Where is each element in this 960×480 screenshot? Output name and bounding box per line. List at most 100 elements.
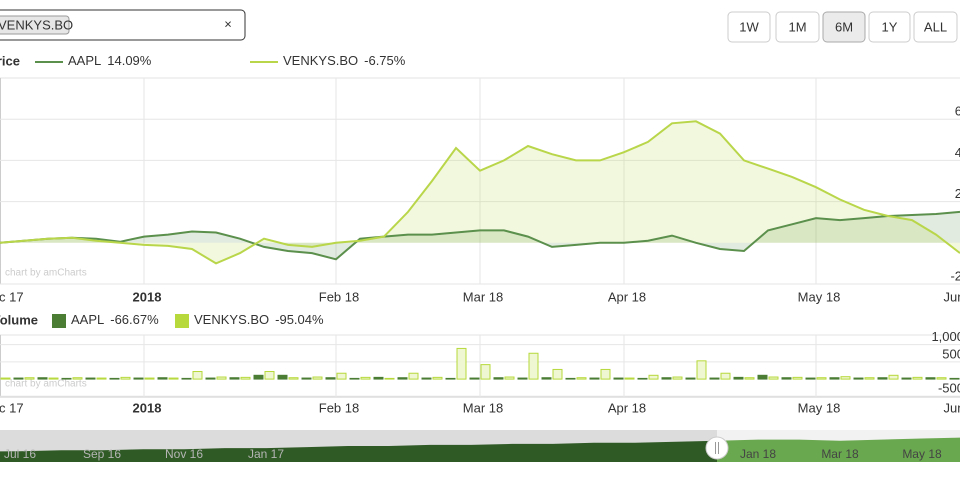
x-tick-label: 2018 bbox=[133, 289, 162, 304]
navigator-area-selected bbox=[717, 437, 960, 462]
legend-value: 14.09% bbox=[107, 53, 152, 68]
volume-bar bbox=[349, 377, 360, 380]
volume-bar bbox=[589, 377, 600, 380]
volume-bar bbox=[277, 374, 288, 380]
x-tick-label: May 18 bbox=[798, 400, 841, 415]
volume-bar bbox=[936, 377, 947, 380]
legend-name[interactable]: AAPL bbox=[68, 53, 101, 68]
volume-bar bbox=[637, 377, 648, 380]
chart-layer: VENKYS.BO × chart by amCharts chart by a… bbox=[0, 9, 960, 462]
volume-bar bbox=[744, 377, 755, 380]
volume-bar bbox=[120, 376, 131, 380]
period-button-label[interactable]: 1Y bbox=[882, 19, 898, 34]
credit: chart by amCharts bbox=[5, 268, 87, 279]
volume-bar bbox=[432, 376, 443, 380]
x-tick-label: May 18 bbox=[798, 289, 841, 304]
period-button-label[interactable]: ALL bbox=[924, 19, 947, 34]
volume-bar bbox=[445, 377, 456, 380]
legend-name[interactable]: AAPL bbox=[71, 312, 104, 327]
volume-bar bbox=[733, 376, 744, 380]
volume-bar bbox=[168, 377, 179, 380]
volume-bar bbox=[901, 377, 912, 380]
volume-bar bbox=[24, 377, 35, 380]
volume-bar bbox=[661, 377, 672, 380]
volume-bar bbox=[133, 377, 144, 380]
volume-bar bbox=[829, 377, 840, 380]
legend-value: -66.67% bbox=[110, 312, 159, 327]
period-button-label[interactable]: 1M bbox=[788, 19, 806, 34]
x-tick-label: Apr 18 bbox=[608, 289, 646, 304]
period-button-label[interactable]: 6M bbox=[835, 19, 853, 34]
navigator-label: Jul 16 bbox=[4, 447, 36, 461]
legend-title: Price bbox=[0, 53, 20, 68]
volume-bar bbox=[624, 377, 635, 380]
volume-bar bbox=[720, 372, 731, 380]
volume-bar bbox=[528, 352, 539, 380]
volume-bar bbox=[61, 377, 72, 380]
volume-bar bbox=[565, 377, 576, 380]
volume-bar bbox=[421, 377, 432, 380]
navigator-handle[interactable] bbox=[705, 436, 729, 460]
x-tick-label: Jun 18 bbox=[943, 400, 960, 415]
navigator-area bbox=[0, 440, 717, 462]
x-tick-label: 2018 bbox=[133, 400, 162, 415]
navigator-label: May 18 bbox=[902, 447, 942, 461]
navigator-label: Sep 16 bbox=[83, 447, 121, 461]
search-tag[interactable] bbox=[0, 15, 70, 35]
volume-bar bbox=[613, 377, 624, 380]
volume-bar bbox=[792, 376, 803, 380]
legend-name[interactable]: VENKYS.BO bbox=[194, 312, 269, 327]
period-button[interactable] bbox=[775, 11, 820, 43]
volume-bar bbox=[408, 372, 419, 380]
volume-bar bbox=[253, 374, 264, 380]
volume-bar bbox=[816, 377, 827, 380]
legend-title: Volume bbox=[0, 312, 38, 327]
legend-label: VENKYS.BO -6.75% bbox=[283, 53, 406, 68]
series-line bbox=[0, 120, 960, 265]
volume-bar bbox=[805, 377, 816, 380]
x-tick-label: Mar 18 bbox=[463, 400, 503, 415]
volume-bar bbox=[517, 377, 528, 380]
legend-label: AAPL 14.09% bbox=[68, 53, 152, 68]
y-tick-label: -500 bbox=[938, 381, 960, 396]
search-clear[interactable]: × bbox=[224, 16, 232, 31]
x-tick-label: Dec 17 bbox=[0, 289, 24, 304]
period-button[interactable] bbox=[913, 11, 958, 43]
volume-bar bbox=[301, 377, 312, 380]
volume-bar bbox=[504, 376, 515, 380]
x-tick-label: Mar 18 bbox=[463, 289, 503, 304]
legend-value: -95.04% bbox=[275, 312, 324, 327]
legend-name[interactable]: VENKYS.BO bbox=[283, 53, 358, 68]
y-tick-label: 1,000 bbox=[931, 329, 960, 344]
volume-bar bbox=[768, 376, 779, 380]
x-tick-label: Feb 18 bbox=[319, 400, 359, 415]
volume-bar bbox=[552, 368, 563, 380]
volume-bar bbox=[781, 377, 792, 380]
volume-bar bbox=[205, 377, 216, 380]
volume-bar bbox=[336, 372, 347, 380]
navigator-label: Jan 18 bbox=[740, 447, 776, 461]
period-button[interactable] bbox=[727, 11, 771, 43]
volume-bar bbox=[925, 377, 936, 380]
volume-bar bbox=[96, 377, 107, 380]
volume-bar bbox=[181, 377, 192, 380]
y-tick-label: 6 bbox=[955, 104, 960, 119]
volume-bar bbox=[672, 376, 683, 380]
volume-bar bbox=[384, 377, 395, 380]
volume-bar bbox=[648, 374, 659, 380]
volume-bar bbox=[157, 377, 168, 380]
volume-bar bbox=[864, 377, 875, 380]
period-button-label[interactable]: 1W bbox=[739, 19, 759, 34]
volume-bar bbox=[216, 376, 227, 380]
volume-bar bbox=[264, 371, 275, 380]
period-button[interactable] bbox=[822, 11, 866, 43]
legend-swatch bbox=[175, 314, 189, 328]
navigator-label: Jan 17 bbox=[248, 447, 284, 461]
series-area bbox=[0, 121, 960, 264]
period-button[interactable] bbox=[868, 11, 911, 43]
volume-bar bbox=[48, 377, 59, 380]
volume-bar bbox=[576, 377, 587, 380]
volume-bar bbox=[456, 347, 467, 380]
